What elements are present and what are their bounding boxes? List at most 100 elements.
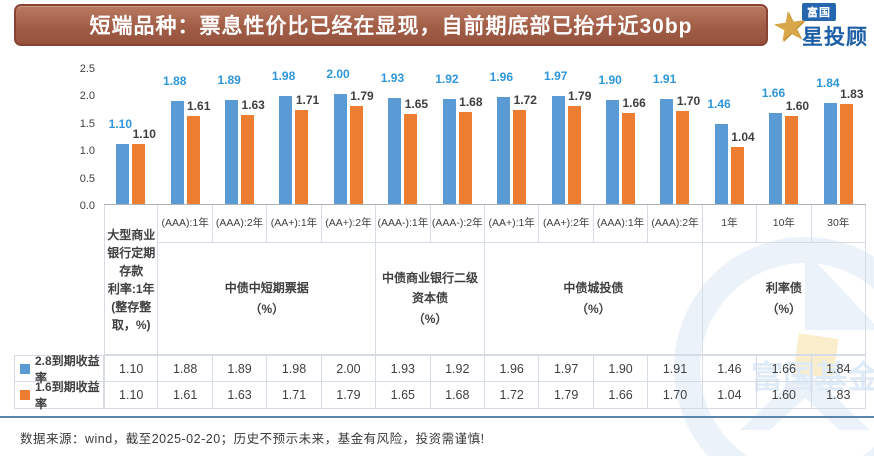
bar-series-2_8	[823, 103, 837, 204]
bar-series-2_8	[442, 98, 456, 204]
bar-series-2_8	[333, 94, 347, 204]
bar-label-blue: 1.91	[652, 72, 677, 87]
bar-label-blue: 1.92	[435, 71, 459, 86]
page-title: 短端品种：票息性价比已经在显现，自前期底部已抬升近30bp	[89, 15, 693, 38]
table-value-cell: 1.98	[267, 355, 322, 382]
bar-cell: 1.66 1.60	[757, 56, 812, 205]
bar-label-blue: 1.93	[380, 71, 405, 86]
y-axis: 0.0 0.5 1.0 1.5 2.0 2.5	[14, 56, 104, 212]
table-value-cell: 2.00	[321, 355, 377, 382]
bar-label-dark: 1.63	[241, 97, 265, 112]
table-value-cell: 1.90	[593, 355, 649, 382]
bar-cell: 1.88 1.61	[158, 56, 213, 205]
bar-label-blue: 1.96	[489, 69, 513, 84]
bar-label-blue: 2.00	[326, 67, 350, 82]
bar-cell: 1.92 1.68	[430, 56, 485, 205]
bar-label-dark: 1.79	[350, 88, 374, 103]
bar-cell: 1.93 1.65	[376, 56, 431, 205]
bar-series-2_8	[388, 98, 402, 204]
bar-series-2_8	[170, 100, 184, 204]
legend-label: 1.6到期收益率	[35, 380, 100, 411]
bar-label-blue: 1.10	[108, 116, 132, 131]
x-group-cell: 中债中短期票据 （%）	[158, 243, 377, 355]
bar-series-1_6	[186, 115, 200, 204]
table-value-cell: 1.63	[212, 382, 268, 409]
bar-label-dark: 1.70	[676, 93, 701, 108]
bar-cell: 1.97 1.79	[539, 56, 594, 205]
x-sublabel-cell: (AAA):2年	[648, 205, 703, 243]
x-sublabel-cell: (AA+):2年	[321, 205, 377, 243]
x-sublabel-cell: (AA+):2年	[539, 205, 594, 243]
bar-series-2_8	[660, 99, 674, 204]
table-legend-cell: 1.6到期收益率	[14, 380, 104, 411]
bar-label-blue: 1.66	[761, 86, 786, 101]
table-value-cell: 1.61	[158, 382, 213, 409]
bar-cell: 1.98 1.71	[267, 56, 322, 205]
bar-series-1_6	[458, 111, 472, 204]
table-value-cell: 1.65	[376, 382, 431, 409]
table-value-cell: 1.66	[757, 355, 812, 382]
x-sublabel-cell: 30年	[811, 205, 866, 243]
bar-series-1_6	[785, 116, 799, 204]
y-axis-tick: 1.0	[79, 145, 95, 158]
bar-series-2_8	[497, 96, 511, 204]
brand-name: 星投顾	[802, 26, 868, 49]
brand-badge: 富国	[802, 3, 836, 21]
bar-series-2_8	[769, 113, 783, 204]
table-value-cell: 1.79	[539, 382, 594, 409]
bar-series-1_6	[839, 103, 853, 204]
table-value-cell: 1.04	[702, 382, 758, 409]
bar-series-2_8	[714, 124, 728, 204]
bar-label-blue: 1.89	[217, 73, 241, 88]
source-note: 数据来源：wind，截至2025-02-20；历史不预示未来，基金有风险，投资需…	[20, 432, 485, 446]
table-value-cell: 1.93	[376, 355, 431, 382]
x-sublabel-cell: (AAA):1年	[593, 205, 649, 243]
bar-cell: 1.91 1.70	[648, 56, 703, 205]
footer-divider	[0, 416, 874, 418]
bar-label-dark: 1.65	[404, 96, 429, 111]
bar-series-1_6	[730, 147, 744, 204]
table-value-cell: 1.92	[430, 355, 485, 382]
bar-label-dark: 1.10	[132, 126, 156, 141]
x-sublabel-cell: (AAA-):2年	[430, 205, 485, 243]
bar-series-2_8	[116, 143, 130, 204]
bar-cell: 2.00 1.79	[321, 56, 377, 205]
bar-cell: 1.10 1.10	[104, 56, 159, 205]
x-sublabel-cell: (AAA-):1年	[376, 205, 431, 243]
bar-cell: 1.46 1.04	[702, 56, 758, 205]
legend-swatch	[20, 390, 30, 400]
table-value-cell: 1.70	[648, 382, 703, 409]
x-group-cell: 中债城投债 （%）	[484, 243, 703, 355]
x-sublabel-cell: (AAA):1年	[158, 205, 213, 243]
bar-label-dark: 1.61	[187, 98, 211, 113]
table-legend-cell: 2.8到期收益率	[14, 354, 104, 385]
table-value-cell: 1.97	[539, 355, 594, 382]
bar-series-2_8	[279, 95, 293, 204]
bar-label-dark: 1.83	[840, 86, 864, 101]
bar-series-1_6	[513, 109, 527, 204]
star-icon: ★	[769, 2, 811, 52]
table-value-cell: 1.96	[484, 355, 540, 382]
y-axis-tick: 0.0	[79, 200, 95, 212]
x-sublabel-cell: (AA+):1年	[267, 205, 322, 243]
bar-label-dark: 1.60	[785, 99, 810, 114]
bar-label-blue: 1.98	[271, 68, 296, 83]
x-group-cell: 大型商业 银行定期 存款 利率:1年 (整存整 取，%)	[104, 205, 159, 355]
bar-series-1_6	[567, 105, 581, 204]
bar-cell: 1.89 1.63	[212, 56, 268, 205]
bar-label-blue: 1.84	[816, 76, 840, 91]
table-value-cell: 1.46	[702, 355, 758, 382]
x-sublabel-cell: 10年	[757, 205, 812, 243]
bar-series-1_6	[349, 105, 363, 204]
bar-label-dark: 1.04	[731, 130, 755, 145]
table-value-cell: 1.10	[104, 382, 159, 409]
bar-series-1_6	[295, 110, 309, 204]
table-value-cell: 1.83	[811, 382, 866, 409]
x-sublabel-cell: (AAA):2年	[212, 205, 268, 243]
bar-label-dark: 1.68	[459, 94, 483, 109]
bar-series-1_6	[241, 114, 255, 204]
bar-label-dark: 1.71	[295, 93, 320, 108]
bar-series-1_6	[676, 110, 690, 204]
y-axis-tick: 1.5	[79, 117, 95, 130]
